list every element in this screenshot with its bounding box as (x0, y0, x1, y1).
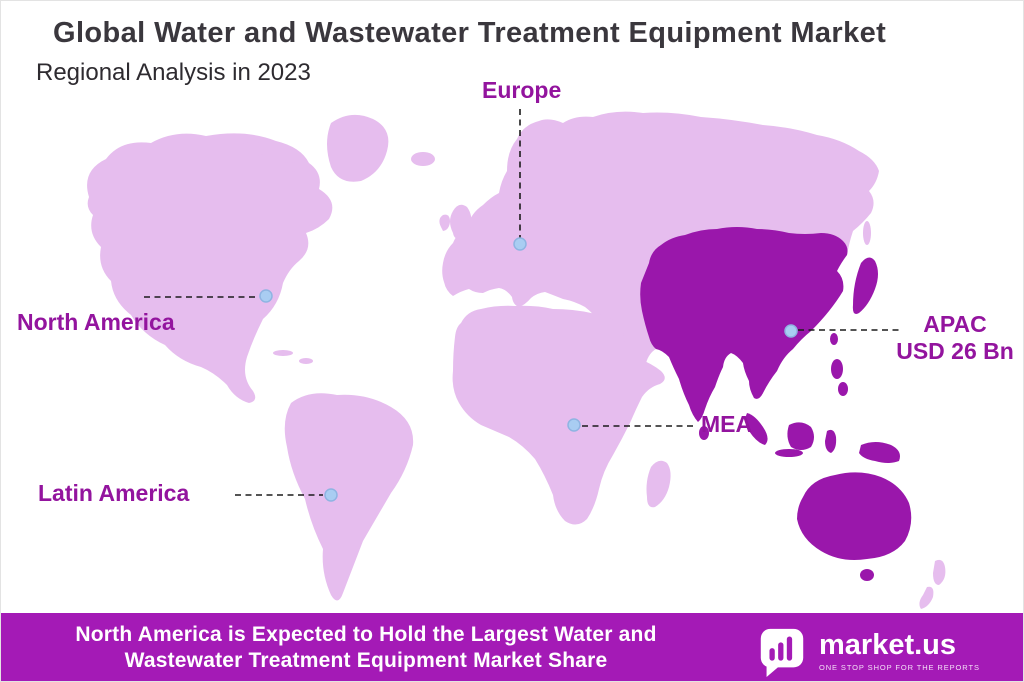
latin-america-marker (324, 488, 338, 502)
banner-headline-line2: Wastewater Treatment Equipment Market Sh… (124, 649, 608, 672)
island-tasmania (860, 569, 874, 581)
brand-tagline: ONE STOP SHOP FOR THE REPORTS (819, 663, 980, 672)
island-new-zealand-north (933, 559, 946, 585)
island-sulawesi (825, 429, 837, 453)
leader-lines (144, 109, 903, 496)
brand-logo[interactable]: market.us ONE STOP SHOP FOR THE REPORTS (755, 623, 980, 679)
region-label-mea: MEA (701, 411, 753, 437)
region-label-europe: Europe (482, 77, 562, 103)
island-sri-lanka (699, 426, 709, 440)
continent-north-america (87, 133, 333, 403)
region-value-apac: USD 26 Bn (896, 338, 1014, 364)
island-sumatra (745, 413, 768, 445)
mea-marker (567, 418, 581, 432)
map-markers (259, 237, 798, 502)
world-map-landmasses (87, 111, 946, 609)
island-canadian-arctic (239, 142, 267, 156)
banner-headline-line1: North America is Expected to Hold the La… (75, 623, 657, 646)
island-japan (852, 257, 878, 314)
islands-caribbean (273, 350, 293, 356)
continent-south-america (284, 393, 414, 601)
europe-marker (513, 237, 527, 251)
region-label-north-america: North America (17, 309, 175, 335)
island-ireland (439, 214, 450, 231)
banner-headline: North America is Expected to Hold the La… (41, 622, 691, 674)
island-java (775, 449, 803, 457)
island-taiwan (830, 333, 838, 345)
apac-marker (784, 324, 798, 338)
island-baffin (281, 162, 299, 172)
island-new-zealand-south (919, 586, 934, 609)
region-label-apac-group: APAC USD 26 Bn (885, 311, 1023, 365)
island-borneo (787, 422, 814, 450)
islands-antilles (299, 358, 313, 364)
island-philippines-south (838, 382, 848, 396)
region-apac-highlight (640, 227, 848, 422)
north-america-marker (259, 289, 273, 303)
page-title: Global Water and Wastewater Treatment Eq… (53, 17, 887, 49)
page-subtitle: Regional Analysis in 2023 (36, 59, 311, 86)
island-great-britain (450, 204, 472, 239)
region-label-apac: APAC (923, 311, 987, 337)
island-new-guinea (859, 442, 900, 463)
island-madagascar (646, 460, 671, 508)
market-us-logo-icon (760, 628, 804, 678)
island-greenland (327, 114, 389, 182)
island-iceland (411, 152, 435, 166)
continent-africa (452, 305, 665, 525)
footer-banner: North America is Expected to Hold the La… (1, 613, 1023, 681)
brand-name: market.us (819, 629, 957, 661)
continent-australia (797, 472, 912, 560)
island-philippines-north (831, 359, 843, 379)
island-sakhalin (863, 221, 871, 245)
region-label-latin-america: Latin America (38, 480, 190, 506)
